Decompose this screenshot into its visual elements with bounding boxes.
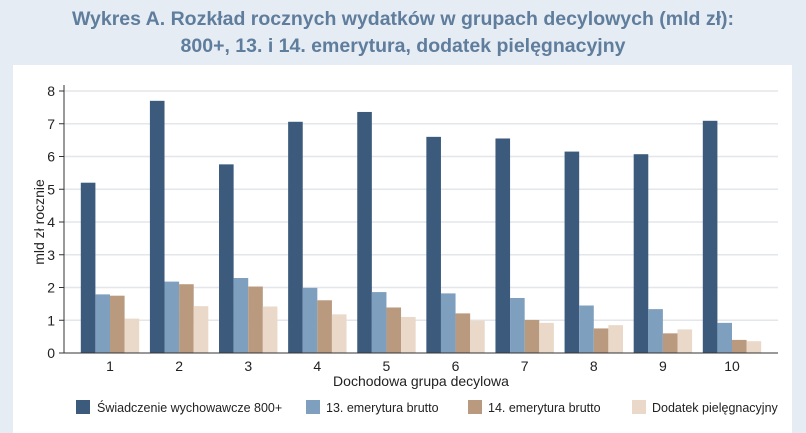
bar bbox=[233, 278, 249, 353]
bar bbox=[110, 295, 125, 353]
bar bbox=[371, 292, 387, 353]
bar bbox=[164, 281, 180, 353]
bar bbox=[455, 313, 471, 353]
bar bbox=[608, 325, 623, 353]
bar bbox=[401, 316, 416, 353]
bar bbox=[746, 341, 762, 353]
y-tick-label: 5 bbox=[47, 181, 55, 197]
legend-swatch bbox=[468, 400, 482, 414]
bar bbox=[179, 284, 194, 353]
bar bbox=[648, 309, 663, 353]
legend-swatch bbox=[632, 400, 646, 414]
y-axis-label: mld zł rocznie bbox=[31, 179, 47, 265]
x-tick-label: 10 bbox=[724, 358, 740, 374]
bar bbox=[579, 305, 594, 353]
bar bbox=[426, 136, 441, 353]
bar bbox=[386, 307, 402, 353]
x-tick-label: 4 bbox=[313, 358, 321, 374]
bar bbox=[593, 328, 609, 353]
chart-title-line-1: Wykres A. Rozkład rocznych wydatków w gr… bbox=[71, 8, 735, 30]
bar bbox=[470, 320, 485, 353]
bar bbox=[95, 294, 110, 353]
bar bbox=[702, 120, 718, 354]
bar bbox=[219, 164, 234, 353]
x-tick-label: 3 bbox=[244, 358, 252, 374]
bar bbox=[302, 287, 318, 353]
chart-panel bbox=[13, 65, 792, 433]
x-tick-label: 1 bbox=[106, 358, 114, 374]
y-tick-label: 0 bbox=[47, 345, 55, 361]
x-tick-label: 8 bbox=[590, 358, 598, 374]
gridlines bbox=[64, 90, 778, 321]
chart-title: Wykres A. Rozkład rocznych wydatków w gr… bbox=[0, 6, 806, 60]
bar bbox=[564, 151, 580, 353]
axes: 0 1 2 3 4 5 6 7 8 1 2 3 4 5 6 7 8 9 10 bbox=[47, 83, 778, 374]
y-tick-label: 4 bbox=[47, 214, 55, 230]
x-axis-label: Dochodowa grupa decylowa bbox=[333, 373, 509, 389]
x-tick-label: 2 bbox=[175, 358, 183, 374]
bar bbox=[149, 100, 165, 353]
bar bbox=[677, 329, 693, 353]
bar bbox=[732, 339, 747, 353]
bar bbox=[317, 300, 332, 353]
bar bbox=[288, 121, 303, 353]
bar bbox=[510, 297, 525, 353]
x-tick-label: 7 bbox=[521, 358, 529, 374]
bar bbox=[248, 286, 263, 353]
x-tick-label: 6 bbox=[452, 358, 460, 374]
bar bbox=[633, 154, 649, 353]
y-tick-label: 6 bbox=[47, 149, 55, 165]
bar bbox=[440, 293, 456, 353]
bar bbox=[357, 111, 372, 354]
legend-swatch bbox=[306, 400, 320, 414]
y-tick-label: 1 bbox=[47, 312, 55, 328]
y-tick-label: 3 bbox=[47, 247, 55, 263]
bar bbox=[717, 322, 732, 353]
x-tick-label: 9 bbox=[659, 358, 667, 374]
bar bbox=[80, 182, 96, 353]
chart-title-line-2: 800+, 13. i 14. emerytura, dodatek pielę… bbox=[180, 35, 626, 57]
legend-label: Świadczenie wychowawcze 800+ bbox=[97, 400, 282, 415]
bar bbox=[193, 306, 209, 353]
y-tick-label: 7 bbox=[47, 116, 55, 132]
legend: Świadczenie wychowawcze 800+ 13. emerytur… bbox=[76, 400, 779, 415]
y-tick-label: 8 bbox=[47, 83, 55, 99]
bars bbox=[80, 100, 762, 354]
legend-label: Dodatek pielęgnacyjny bbox=[652, 401, 779, 415]
legend-label: 14. emerytura brutto bbox=[488, 401, 601, 415]
x-tick-label: 5 bbox=[383, 358, 391, 374]
bar bbox=[124, 318, 140, 353]
bar bbox=[495, 138, 511, 353]
legend-label: 13. emerytura brutto bbox=[326, 401, 439, 415]
bar bbox=[524, 319, 540, 353]
bar bbox=[539, 322, 554, 353]
bar bbox=[331, 314, 347, 353]
bar bbox=[262, 306, 278, 353]
legend-swatch bbox=[76, 400, 90, 414]
bar bbox=[662, 333, 678, 353]
y-tick-label: 2 bbox=[47, 280, 55, 296]
